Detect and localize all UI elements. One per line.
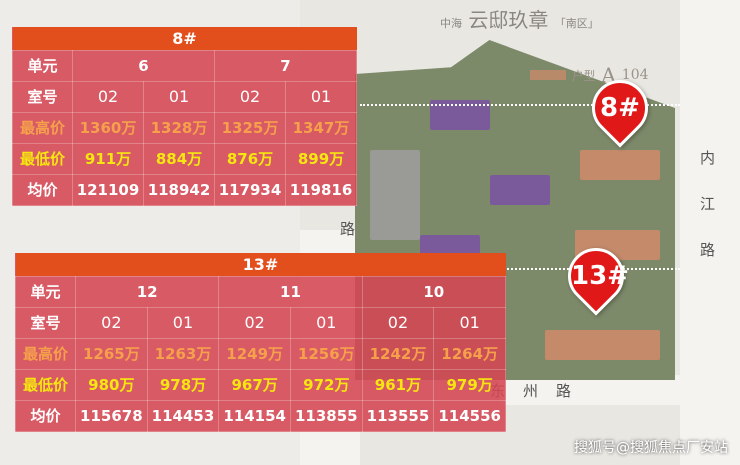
price-table-8: 8# 单元 6 7 室号 02 01 02 01 最高价 1360万 1328万 1325万 134… <box>12 27 357 206</box>
min-price-cell: 979万 <box>433 368 506 401</box>
unit-cell: 7 <box>214 49 357 82</box>
row-label: 室号 <box>15 306 76 339</box>
avg-price-cell: 121109 <box>72 173 144 206</box>
road-label-south: 东州路 <box>490 382 590 400</box>
price-table-13: 13# 单元 12 11 10 室号 02 01 02 01 02 01 最高价 1265万 1263… <box>15 253 507 432</box>
avg-price-cell: 119816 <box>285 173 357 206</box>
leader-line <box>360 104 680 106</box>
min-price-cell: 972万 <box>289 368 363 401</box>
min-price-cell: 980万 <box>75 368 148 401</box>
room-cell: 02 <box>218 306 291 339</box>
building <box>420 235 480 255</box>
min-price-cell: 911万 <box>72 142 144 175</box>
unit-cell: 11 <box>218 275 363 308</box>
room-cell: 02 <box>75 306 148 339</box>
room-cell: 01 <box>289 306 363 339</box>
room-cell: 01 <box>433 306 506 339</box>
row-label: 均价 <box>15 399 76 432</box>
avg-price-cell: 114453 <box>146 399 220 432</box>
unit-cell: 6 <box>72 49 215 82</box>
max-price-cell: 1264万 <box>433 337 506 370</box>
row-label: 最低价 <box>12 142 73 175</box>
road <box>500 375 740 405</box>
max-price-cell: 1242万 <box>361 337 435 370</box>
min-price-cell: 961万 <box>361 368 435 401</box>
min-price-cell: 978万 <box>146 368 220 401</box>
avg-price-cell: 118942 <box>143 173 215 206</box>
row-label: 最低价 <box>15 368 76 401</box>
min-price-cell: 876万 <box>214 142 286 175</box>
max-price-cell: 1325万 <box>214 111 286 144</box>
max-price-cell: 1265万 <box>75 337 148 370</box>
room-cell: 02 <box>361 306 435 339</box>
row-label: 单元 <box>15 275 76 308</box>
building <box>490 175 550 205</box>
watermark: 搜狐号@搜狐焦点厂安站 <box>574 440 728 456</box>
building-8 <box>580 150 660 180</box>
room-cell: 01 <box>146 306 220 339</box>
avg-price-cell: 117934 <box>214 173 286 206</box>
min-price-cell: 899万 <box>285 142 357 175</box>
row-label: 最高价 <box>15 337 76 370</box>
max-price-cell: 1347万 <box>285 111 357 144</box>
avg-price-cell: 114154 <box>218 399 291 432</box>
row-label: 最高价 <box>12 111 73 144</box>
legend: 户型 A 104 <box>530 63 649 87</box>
avg-price-cell: 115678 <box>75 399 148 432</box>
unit-cell: 10 <box>361 275 507 308</box>
max-price-cell: 1249万 <box>218 337 291 370</box>
max-price-cell: 1328万 <box>143 111 215 144</box>
table-title: 13# <box>15 253 506 276</box>
legend-swatch <box>530 70 566 80</box>
room-cell: 01 <box>285 80 357 113</box>
row-label: 单元 <box>12 49 73 82</box>
unit-cell: 12 <box>74 275 220 308</box>
min-price-cell: 967万 <box>218 368 291 401</box>
project-title: 中海 云邸玖章 「南区」 <box>440 8 599 32</box>
road-label-west: 路 <box>340 220 356 238</box>
building <box>370 150 420 240</box>
row-label: 室号 <box>12 80 73 113</box>
room-cell: 02 <box>214 80 286 113</box>
road-label-east: 内江路 <box>700 149 716 259</box>
avg-price-cell: 113555 <box>361 399 435 432</box>
room-cell: 02 <box>72 80 144 113</box>
table-title: 8# <box>12 27 357 50</box>
min-price-cell: 884万 <box>143 142 215 175</box>
max-price-cell: 1360万 <box>72 111 144 144</box>
room-cell: 01 <box>143 80 215 113</box>
max-price-cell: 1263万 <box>146 337 220 370</box>
max-price-cell: 1256万 <box>289 337 363 370</box>
row-label: 均价 <box>12 173 73 206</box>
avg-price-cell: 114556 <box>433 399 506 432</box>
avg-price-cell: 113855 <box>289 399 363 432</box>
building-13 <box>545 330 660 360</box>
leader-line <box>360 268 680 270</box>
